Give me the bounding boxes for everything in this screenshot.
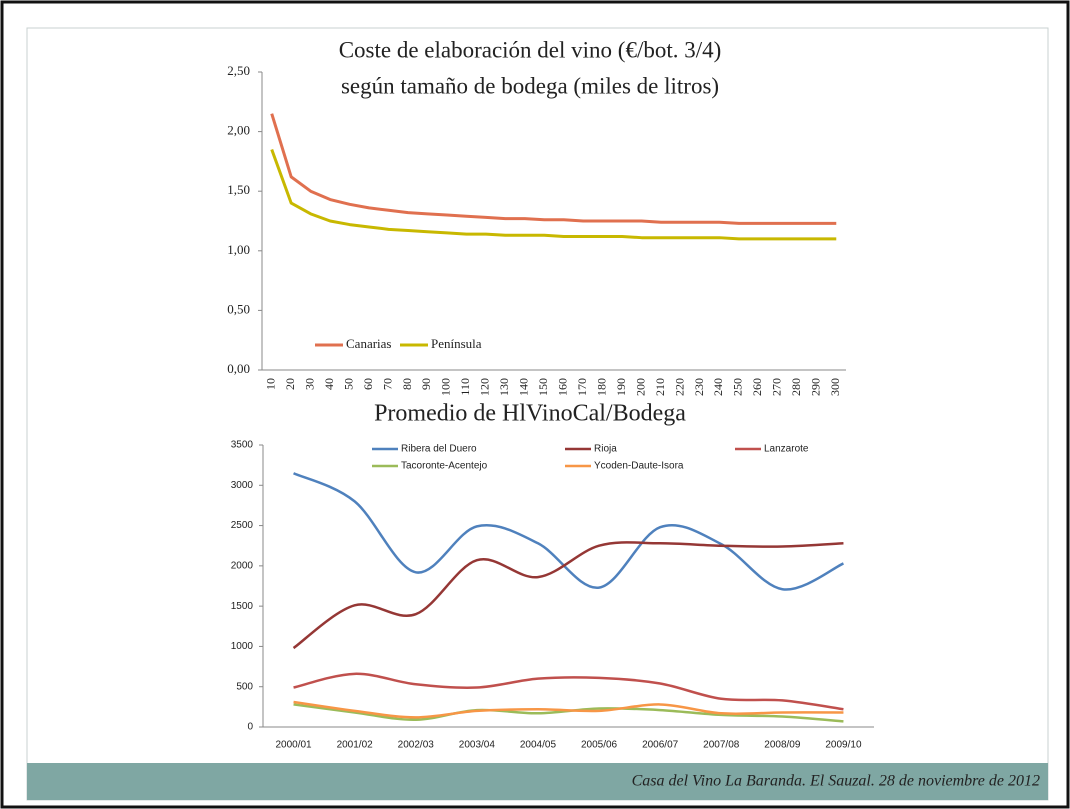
legend-label: Ribera del Duero bbox=[401, 444, 477, 455]
x-tick-label: 170 bbox=[575, 378, 589, 396]
series-line bbox=[292, 541, 844, 650]
legend-label: Lanzarote bbox=[764, 444, 809, 455]
x-tick-label: 230 bbox=[692, 378, 706, 396]
x-tick-label: 30 bbox=[302, 378, 316, 390]
y-tick-label: 2,50 bbox=[227, 63, 250, 78]
x-tick-label: 60 bbox=[361, 378, 375, 390]
x-tick-label: 280 bbox=[789, 378, 803, 396]
x-tick-label: 300 bbox=[828, 378, 842, 396]
x-tick-label: 250 bbox=[731, 378, 745, 396]
y-tick-label: 3500 bbox=[231, 440, 254, 451]
x-tick-label: 2006/07 bbox=[642, 740, 679, 751]
legend-label: Ycoden-Daute-Isora bbox=[594, 461, 684, 472]
y-tick-label: 0 bbox=[247, 722, 253, 733]
y-tick-label: 1,50 bbox=[227, 182, 250, 197]
x-tick-label: 100 bbox=[439, 378, 453, 396]
x-tick-label: 10 bbox=[263, 378, 277, 390]
x-tick-label: 220 bbox=[672, 378, 686, 396]
series-line bbox=[293, 672, 844, 711]
x-tick-label: 2007/08 bbox=[703, 740, 740, 751]
y-tick-label: 2,00 bbox=[227, 123, 250, 138]
x-tick-label: 240 bbox=[711, 378, 725, 396]
legend-label: Canarias bbox=[346, 336, 391, 351]
x-tick-label: 2004/05 bbox=[520, 740, 557, 751]
x-tick-label: 160 bbox=[555, 378, 569, 396]
x-tick-label: 80 bbox=[400, 378, 414, 390]
x-tick-label: 90 bbox=[419, 378, 433, 390]
series-line bbox=[270, 148, 837, 241]
x-tick-label: 70 bbox=[380, 378, 394, 390]
x-tick-label: 190 bbox=[614, 378, 628, 396]
y-tick-label: 2500 bbox=[231, 520, 254, 531]
y-tick-label: 0,00 bbox=[227, 361, 250, 376]
x-tick-label: 2001/02 bbox=[337, 740, 374, 751]
x-tick-label: 40 bbox=[322, 378, 336, 390]
y-tick-label: 1500 bbox=[231, 601, 254, 612]
legend-label: Tacoronte-Acentejo bbox=[401, 461, 488, 472]
x-tick-label: 200 bbox=[633, 378, 647, 396]
x-tick-label: 50 bbox=[341, 378, 355, 390]
y-tick-label: 0,50 bbox=[227, 301, 250, 316]
slide-border bbox=[26, 27, 1049, 801]
x-tick-label: 110 bbox=[458, 378, 472, 396]
footer-bar bbox=[27, 763, 1048, 800]
series-line bbox=[270, 113, 837, 225]
x-tick-label: 290 bbox=[809, 378, 823, 396]
x-tick-label: 2002/03 bbox=[398, 740, 435, 751]
chart-title: Promedio de HlVinoCal/Bodega bbox=[374, 401, 686, 427]
x-tick-label: 210 bbox=[653, 378, 667, 396]
footer-text: Casa del Vino La Baranda. El Sauzal. 28 … bbox=[632, 773, 1040, 790]
x-tick-label: 2008/09 bbox=[764, 740, 801, 751]
x-tick-label: 120 bbox=[478, 378, 492, 396]
y-tick-label: 1000 bbox=[231, 641, 254, 652]
y-tick-label: 1,00 bbox=[227, 242, 250, 257]
x-tick-label: 270 bbox=[770, 378, 784, 396]
x-tick-label: 20 bbox=[283, 378, 297, 390]
x-tick-label: 2009/10 bbox=[825, 740, 862, 751]
x-tick-label: 260 bbox=[750, 378, 764, 396]
x-tick-label: 2000/01 bbox=[275, 740, 312, 751]
x-tick-label: 130 bbox=[497, 378, 511, 396]
chart-subtitle: según tamaño de bodega (miles de litros) bbox=[341, 73, 719, 98]
x-tick-label: 140 bbox=[517, 378, 531, 396]
y-tick-label: 3000 bbox=[231, 480, 254, 491]
series-line bbox=[293, 472, 844, 591]
x-tick-label: 150 bbox=[536, 378, 550, 396]
y-tick-label: 2000 bbox=[231, 560, 254, 571]
x-tick-label: 180 bbox=[594, 378, 608, 396]
y-tick-label: 500 bbox=[236, 681, 253, 692]
x-tick-label: 2003/04 bbox=[459, 740, 496, 751]
x-tick-label: 2005/06 bbox=[581, 740, 618, 751]
series-line bbox=[293, 700, 844, 719]
chart-title: Coste de elaboración del vino (€/bot. 3/… bbox=[339, 37, 722, 62]
legend-label: Rioja bbox=[594, 444, 617, 455]
legend-label: Península bbox=[431, 336, 482, 351]
